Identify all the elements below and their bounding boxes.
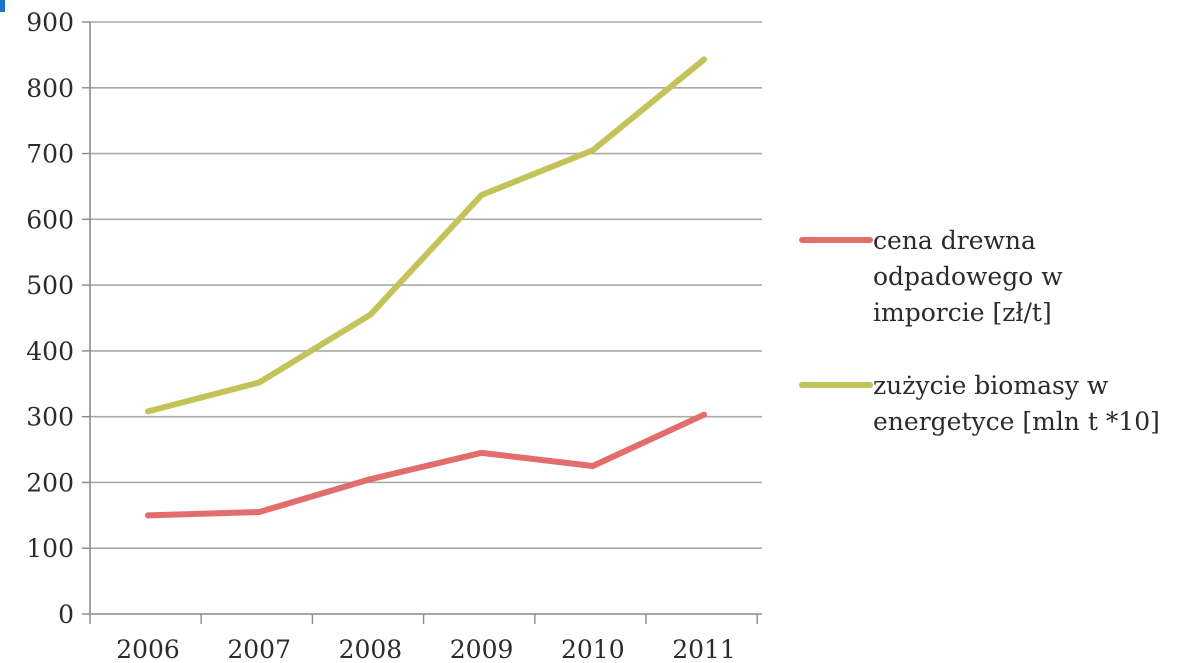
legend: cena drewna odpadowego w imporcie [zł/t] zu… <box>799 226 1160 436</box>
data-point-series-2 <box>256 379 263 386</box>
data-point-series-1 <box>256 509 263 516</box>
legend-label-1: odpadowego w <box>873 262 1063 291</box>
y-tick-label: 0 <box>58 600 74 629</box>
series-line-2 <box>145 56 707 415</box>
series-line-1 <box>145 411 707 519</box>
y-tick-label: 800 <box>26 74 74 103</box>
series-lines <box>145 56 707 519</box>
legend-label-2: zużycie biomasy w <box>873 371 1109 400</box>
y-tick-label: 600 <box>26 205 74 234</box>
corner-mark <box>0 0 5 12</box>
data-point-series-2 <box>478 191 485 198</box>
x-tick-label: 2007 <box>227 635 291 663</box>
data-point-series-2 <box>145 408 151 415</box>
x-tick-label: 2006 <box>116 635 180 663</box>
data-point-series-1 <box>478 449 485 456</box>
data-point-series-2 <box>367 311 374 318</box>
y-axis-ticks: 0 100 200 300 400 500 600 700 800 900 <box>26 8 90 629</box>
x-axis-ticks: 2006 2007 2008 2009 2010 2011 <box>89 614 758 663</box>
x-tick-label: 2011 <box>672 635 736 663</box>
y-tick-label: 300 <box>26 403 74 432</box>
axes <box>89 22 762 615</box>
grid-lines <box>90 21 762 550</box>
x-tick-label: 2010 <box>561 635 625 663</box>
data-point-series-1 <box>589 463 596 469</box>
y-tick-label: 400 <box>26 337 74 366</box>
y-tick-label: 100 <box>26 534 74 563</box>
y-tick-label: 200 <box>26 468 74 497</box>
data-point-series-1 <box>367 476 374 483</box>
x-tick-label: 2008 <box>339 635 403 663</box>
y-tick-label: 500 <box>26 271 74 300</box>
legend-label-1: imporcie [zł/t] <box>873 298 1052 327</box>
y-tick-label: 700 <box>26 140 74 169</box>
y-tick-label: 900 <box>26 8 74 37</box>
data-point-series-1 <box>701 411 707 418</box>
x-tick-label: 2009 <box>450 635 514 663</box>
legend-label-2: energetyce [mln t *10] <box>873 407 1160 436</box>
legend-label-1: cena drewna <box>873 226 1036 255</box>
data-point-series-2 <box>701 56 707 63</box>
data-point-series-2 <box>589 147 596 154</box>
data-point-series-1 <box>145 512 151 519</box>
